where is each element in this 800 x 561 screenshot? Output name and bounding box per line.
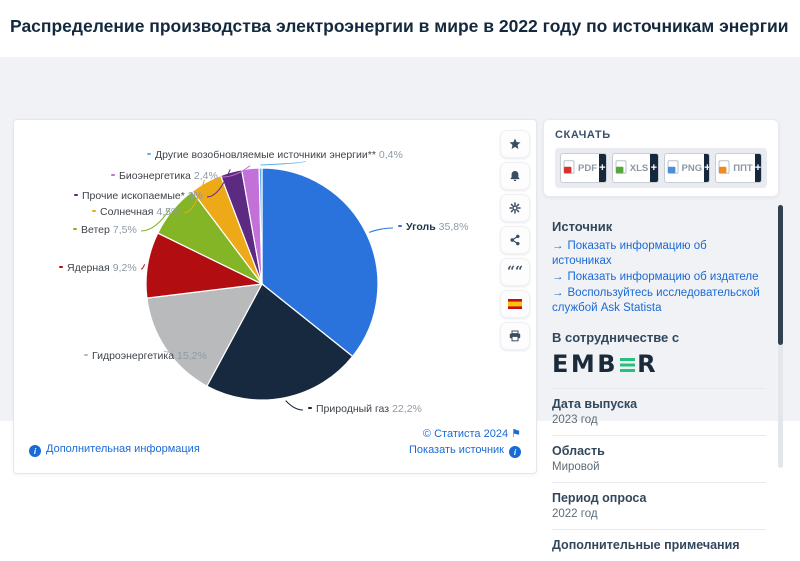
pie-chart [140,160,394,411]
quote-button[interactable]: ““ [500,258,530,286]
download-button-png[interactable]: PNG + [663,153,711,183]
source-link[interactable]: → Показать информацию об издателе [552,271,759,283]
ember-logo: EMB R [552,350,659,378]
arrow-icon: → [552,287,564,299]
pdf-file-icon [563,159,575,177]
plus-icon: + [650,154,658,182]
show-source-link[interactable]: Показать источник i [409,444,521,458]
source-link[interactable]: → Воспользуйтесь исследовательской службо… [552,287,760,314]
partner-heading: В сотрудничестве с [552,330,680,345]
download-buttons: PDF + XLS + PNG + ППТ + [555,148,767,188]
quote-icon: ““ [506,264,524,280]
source-heading: Источник [552,219,613,234]
download-button-xls[interactable]: XLS + [611,153,659,183]
gear-button[interactable] [500,194,530,222]
chart-toolbar: ““ [500,130,530,354]
download-card: СКАЧАТЬ PDF + XLS + PNG + ППТ + [543,119,779,197]
plus-icon: + [599,154,606,182]
additional-info-link[interactable]: i Дополнительная информация [29,443,200,457]
info-icon: i [29,445,41,457]
printer-icon [509,330,521,342]
pie-slice-1[interactable] [261,167,379,358]
pie-label: Прочие ископаемые* 3% [74,190,203,202]
star-icon [509,138,521,150]
leader-line [260,160,307,166]
pie-label: Уголь 35,8% [398,221,468,233]
chart-card: Уголь 35,8% Природный газ 22,2% Гидроэнергет… [13,119,537,474]
download-button-pdf[interactable]: PDF + [560,153,607,183]
printer-button[interactable] [500,322,530,350]
flag-spain-button[interactable] [500,290,530,318]
meta-item: Дата выпуска 2023 год [552,388,766,435]
page-title: Распределение производства электроэнерги… [10,15,789,36]
leader-line [163,350,212,358]
arrow-icon: → [552,240,564,252]
download-heading: СКАЧАТЬ [555,129,611,141]
flag-icon: ⚑ [511,428,521,440]
pie-label: Солнечная 4,5% [92,206,180,218]
leader-line [369,227,394,233]
info-icon: i [509,446,521,458]
leader-line [285,400,304,411]
leader-line [183,179,205,214]
bell-icon [509,170,521,182]
download-button-ppt[interactable]: ППТ + [715,153,762,183]
leader-line [206,169,231,198]
scrollbar[interactable] [778,205,783,468]
meta-item: Дополнительные примечания [552,529,766,561]
leader-line [140,264,146,270]
scrollbar-thumb[interactable] [778,205,783,345]
source-section: Источник → Показать информацию об источни… [543,219,766,561]
share-button[interactable] [500,226,530,254]
leader-line [140,208,171,232]
arrow-icon: → [552,271,564,283]
ppt-file-icon [718,159,730,177]
pie-label: Природный газ 22,2% [308,403,422,415]
share-icon [509,234,521,246]
info-panel: СКАЧАТЬ PDF + XLS + PNG + ППТ + Источник → Показ… [543,119,783,552]
png-file-icon [667,159,679,177]
xls-file-icon [615,159,627,177]
pie-label: Другие возобновляемые источники энергии*… [147,149,403,161]
bell-button[interactable] [500,162,530,190]
pie-label: Гидроэнергетика 15,2% [84,350,207,362]
pie-slice-9[interactable] [258,167,263,285]
content-area: Уголь 35,8% Природный газ 22,2% Гидроэнергет… [0,57,800,552]
pie-label: Ядерная 9,2% [59,262,137,274]
leader-line [221,165,251,178]
source-link[interactable]: → Показать информацию об источниках [552,240,707,267]
plus-icon: + [754,154,762,182]
pie-label: Биоэнергетика 2,4% [111,170,218,182]
ember-green-e [620,358,636,372]
pie-slice-2[interactable] [206,283,354,401]
gear-icon [509,202,521,214]
pie-slice-3[interactable] [146,283,264,387]
meta-item: Область Мировой [552,435,766,482]
pie-label: Ветер 7,5% [73,224,137,236]
star-button[interactable] [500,130,530,158]
flag-spain-icon [508,299,522,309]
plus-icon: + [704,154,710,182]
copyright-link[interactable]: © Статиста 2024 ⚑ [422,428,521,440]
meta-item: Период опроса 2022 год [552,482,766,529]
